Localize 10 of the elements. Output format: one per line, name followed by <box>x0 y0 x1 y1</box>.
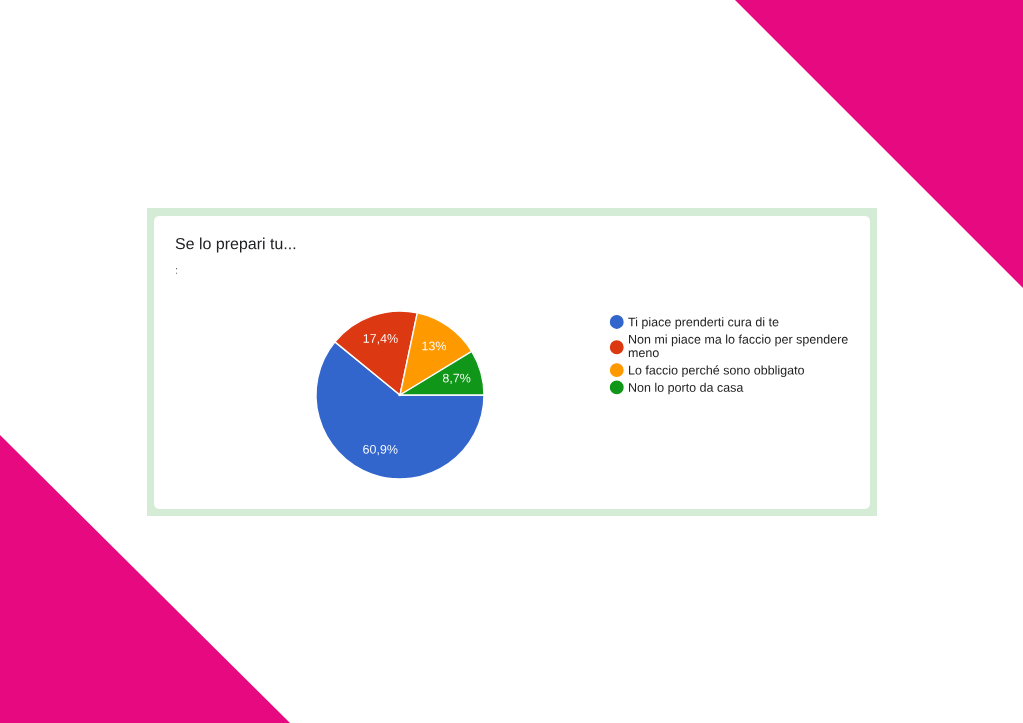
text: : <box>176 268 178 274</box>
data-label: 60,9% <box>363 444 398 456</box>
legend-label: Ti piace prenderti cura di te <box>628 317 779 329</box>
data-label: 17,4% <box>363 334 398 345</box>
legend-label: Non lo porto da casa <box>629 382 744 395</box>
chart-title: Se lo prepari tu... <box>175 237 296 253</box>
data-label: 8,7% <box>442 373 471 384</box>
legend-label: Non mi piace ma lo faccio per spendere meno <box>628 334 848 358</box>
data-label: 13% <box>422 341 447 351</box>
legend-label: Lo faccio perché sono obbligato <box>629 365 804 378</box>
